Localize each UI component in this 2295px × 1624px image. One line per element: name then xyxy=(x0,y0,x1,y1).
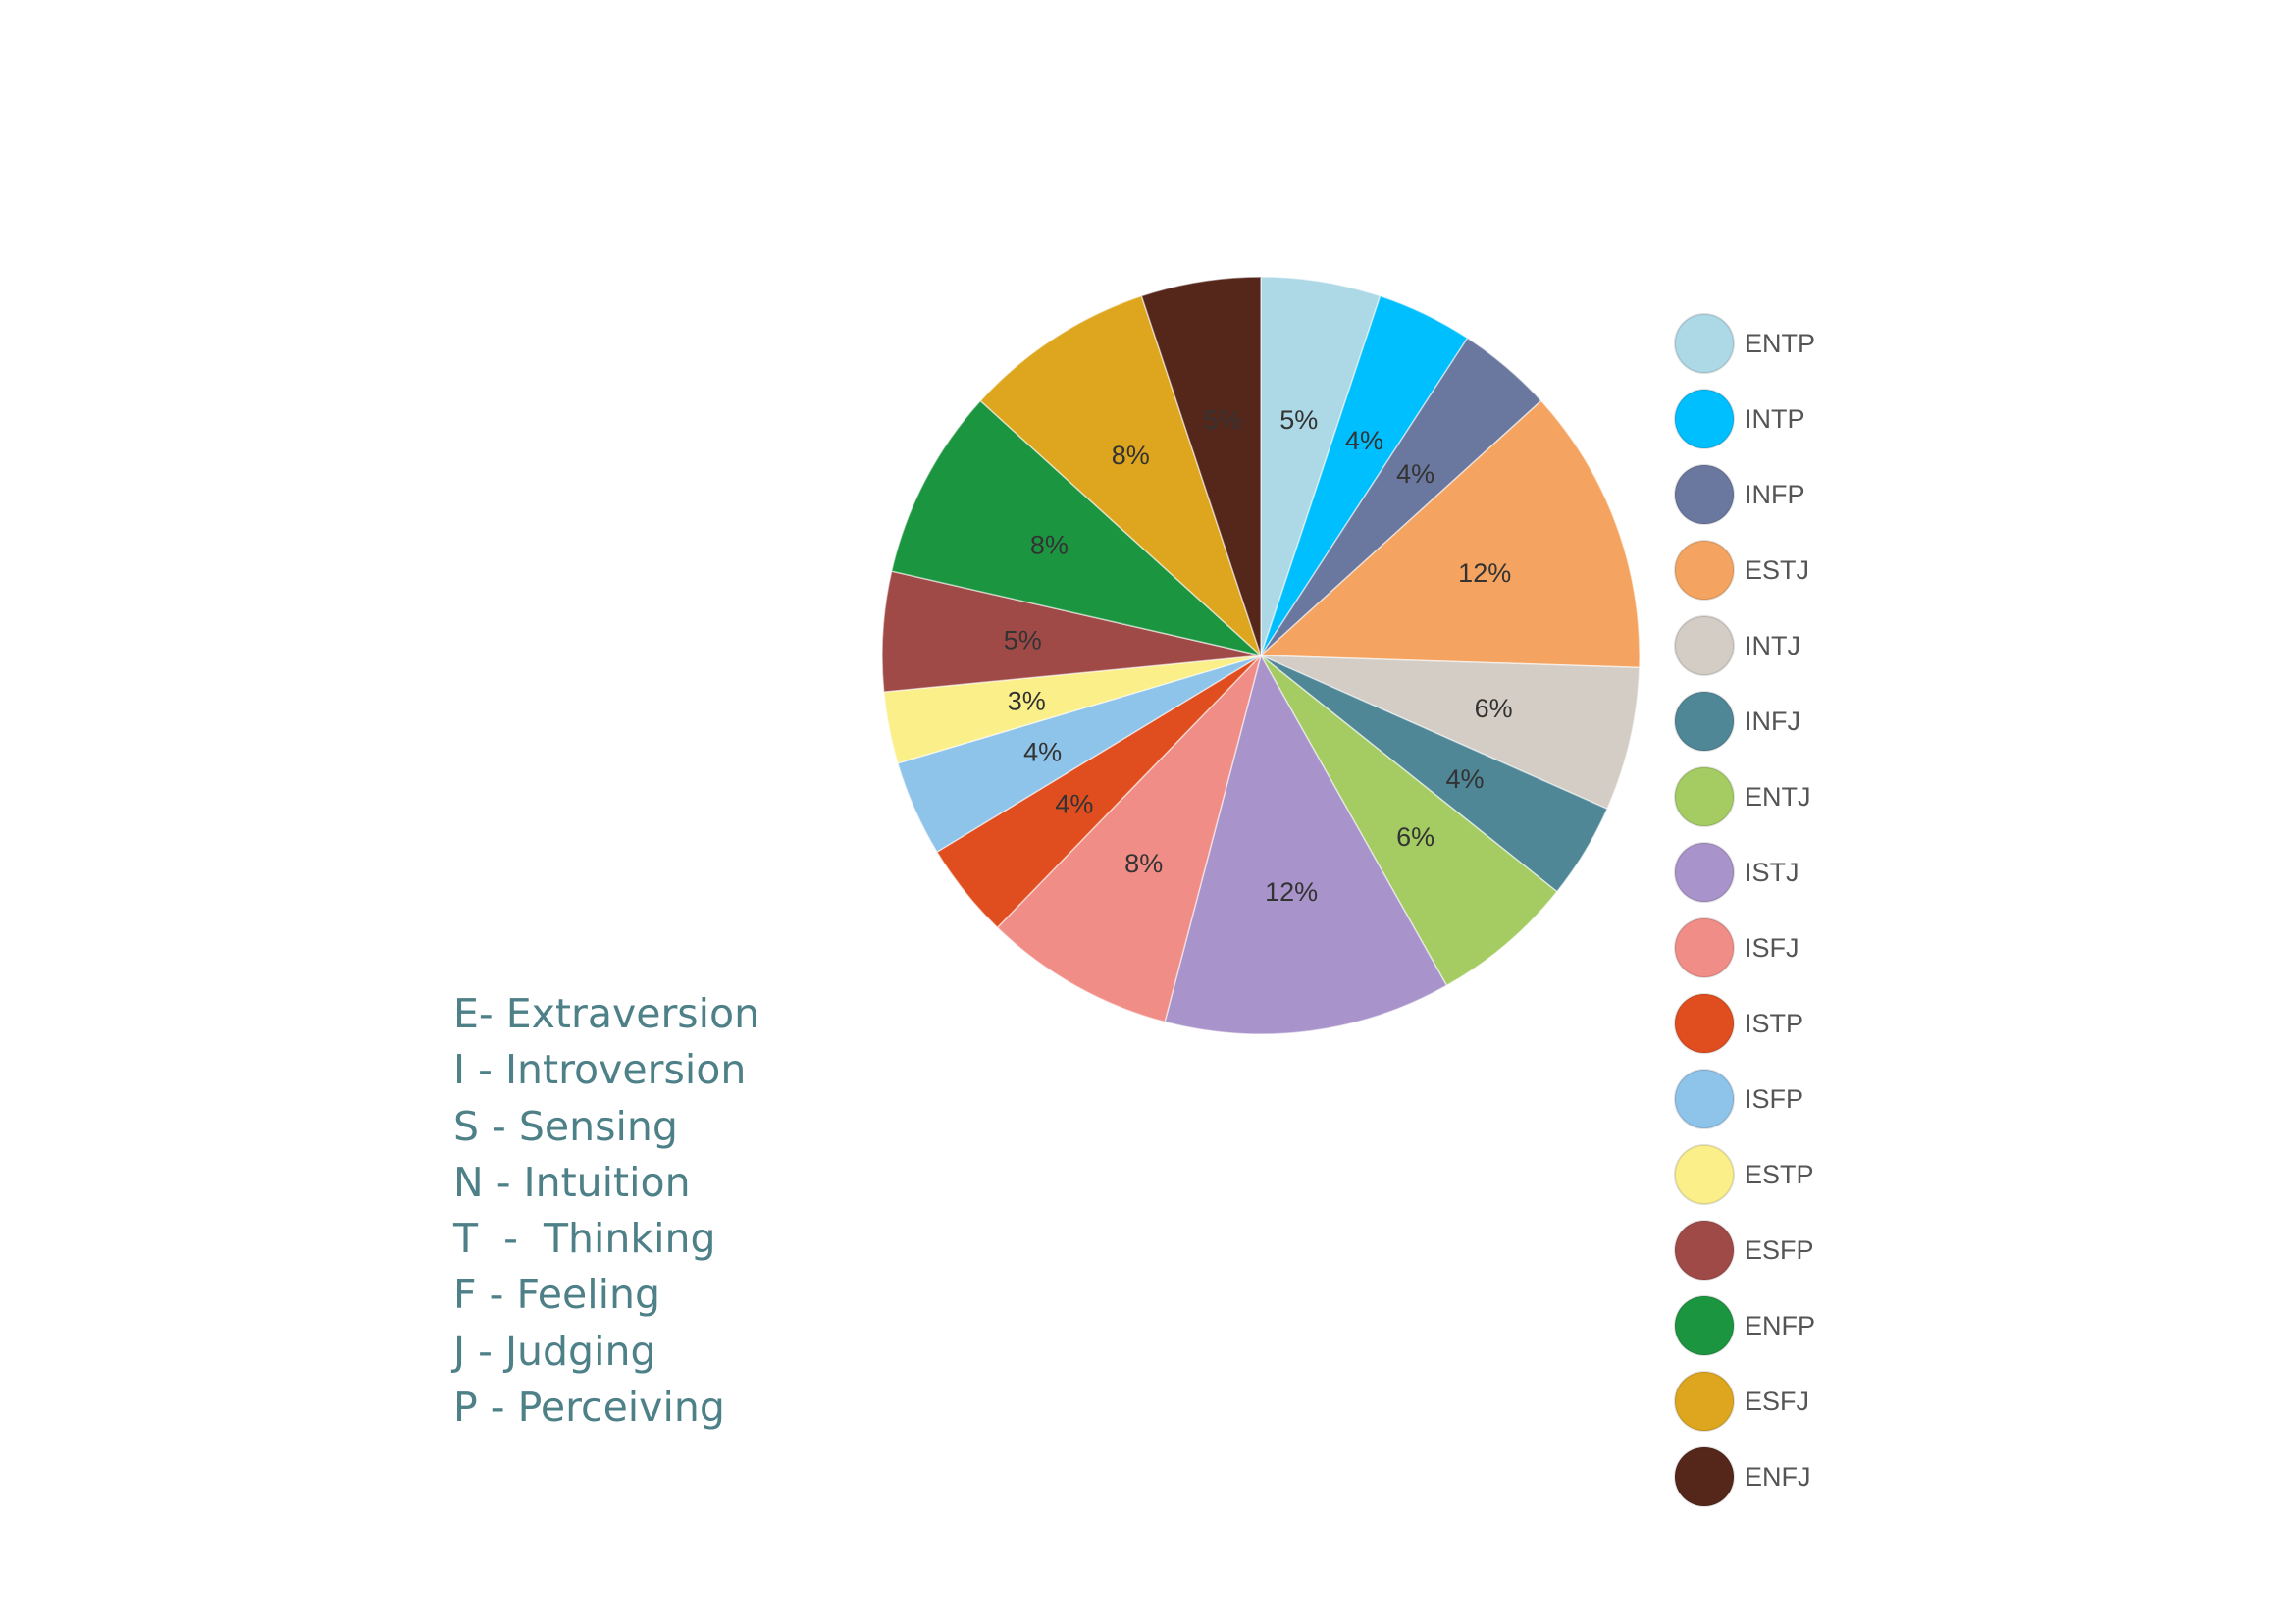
legend-label-intj: INTJ xyxy=(1745,631,1800,660)
key-item: E- Extraversion xyxy=(453,990,760,1037)
key-item: N - Intuition xyxy=(453,1158,691,1206)
slice-label-isfj: 8% xyxy=(1124,849,1163,878)
legend-swatch-infj xyxy=(1674,691,1735,752)
slice-label-istp: 4% xyxy=(1055,790,1093,819)
slice-label-intp: 4% xyxy=(1345,426,1383,455)
legend-swatch-enfp xyxy=(1674,1295,1735,1356)
legend-swatch-enfj xyxy=(1674,1446,1735,1507)
slice-label-estp: 3% xyxy=(1008,687,1046,716)
legend-label-intp: INTP xyxy=(1745,404,1805,434)
legend-swatch-entp xyxy=(1674,313,1735,374)
legend-label-infj: INFJ xyxy=(1745,707,1800,736)
slice-label-estj: 12% xyxy=(1458,558,1511,588)
legend-swatch-esfj xyxy=(1674,1371,1735,1432)
slice-label-isfp: 4% xyxy=(1023,737,1062,766)
key-item: S - Sensing xyxy=(453,1102,678,1150)
slice-labels: 5% 4% 4% 12% 6% 4% 6% 12% 8% 4% 4% 3% 5% 8% 8% 5% xyxy=(1004,405,1513,907)
slice-label-esfj: 8% xyxy=(1112,441,1150,470)
slice-label-infj: 4% xyxy=(1445,764,1484,794)
pie-slice-istj xyxy=(1164,654,1448,1035)
key-item: P - Perceiving xyxy=(453,1384,725,1432)
legend-swatch-entj xyxy=(1674,766,1735,827)
letter-key: E- Extraversion I - Introversion S - Sen… xyxy=(453,986,759,1436)
legend-swatch-istp xyxy=(1674,993,1735,1054)
slice-label-entp: 5% xyxy=(1279,405,1318,435)
legend: ENTP INTP INFP ESTJ INTJ INFJ ENTJ ISTJ ISFJ ISTP… xyxy=(1674,313,1815,1507)
pie-slices xyxy=(881,276,1641,1035)
pie-slice-entj xyxy=(1260,655,1558,987)
key-item: F - Feeling xyxy=(453,1271,661,1319)
legend-swatch-esfp xyxy=(1674,1220,1735,1281)
legend-swatch-estj xyxy=(1674,540,1735,601)
legend-swatch-isfp xyxy=(1674,1069,1735,1129)
pie-slice-isfj xyxy=(996,653,1263,1023)
legend-label-enfj: ENFJ xyxy=(1745,1462,1811,1492)
legend-swatch-intj xyxy=(1674,615,1735,676)
key-item: T - Thinking xyxy=(453,1215,716,1263)
legend-label-istj: ISTJ xyxy=(1745,858,1799,887)
key-item: J - Judging xyxy=(453,1327,656,1375)
slice-label-enfp: 8% xyxy=(1030,531,1069,560)
legend-label-isfp: ISFP xyxy=(1745,1084,1803,1114)
pie-slice-intj xyxy=(1260,655,1641,811)
slice-label-intj: 6% xyxy=(1475,694,1513,723)
slice-label-infp: 4% xyxy=(1396,459,1434,489)
slice-label-esfp: 5% xyxy=(1004,625,1042,655)
pie-slice-enfj xyxy=(1140,276,1262,656)
legend-swatch-estp xyxy=(1674,1144,1735,1205)
pie-slice-enfp xyxy=(890,399,1264,657)
legend-label-entj: ENTJ xyxy=(1745,782,1811,812)
legend-label-isfj: ISFJ xyxy=(1745,933,1799,963)
legend-label-estp: ESTP xyxy=(1745,1160,1814,1189)
legend-label-istp: ISTP xyxy=(1745,1009,1803,1038)
legend-swatch-istj xyxy=(1674,842,1735,903)
legend-swatch-isfj xyxy=(1674,917,1735,978)
legend-label-enfp: ENFP xyxy=(1745,1311,1815,1340)
pie-slice-esfj xyxy=(979,294,1263,658)
legend-swatch-intp xyxy=(1674,389,1735,449)
slice-label-enfj: 5% xyxy=(1204,405,1242,435)
key-item: I - Introversion xyxy=(453,1046,747,1094)
legend-label-esfp: ESFP xyxy=(1745,1235,1814,1265)
legend-label-esfj: ESFJ xyxy=(1745,1387,1809,1416)
legend-label-estj: ESTJ xyxy=(1745,555,1809,585)
legend-label-entp: ENTP xyxy=(1745,329,1815,358)
pie-slice-estj xyxy=(1259,399,1641,669)
legend-swatch-infp xyxy=(1674,464,1735,525)
legend-label-infp: INFP xyxy=(1745,480,1805,509)
slice-label-entj: 6% xyxy=(1396,822,1434,852)
slice-label-istj: 12% xyxy=(1265,877,1318,907)
